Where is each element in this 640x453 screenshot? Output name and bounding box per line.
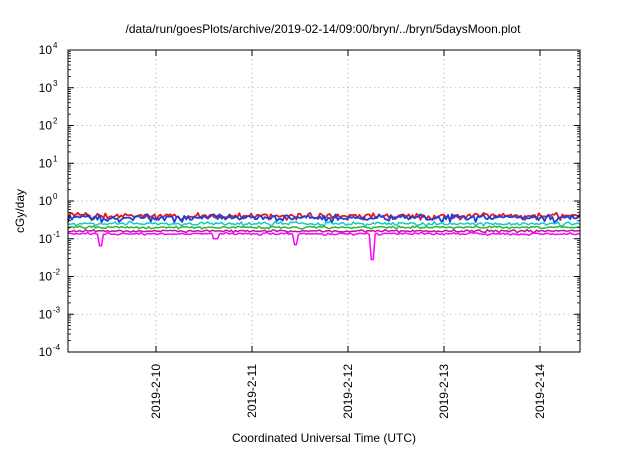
series-line-6 <box>67 231 581 261</box>
y-tick-label: 10 -1 <box>39 230 61 246</box>
y-tick-exponent: 2 <box>53 117 58 126</box>
y-tick-base: 10 <box>39 43 53 57</box>
x-axis-ticks: 2019-2-10 2019-2-11 2019-2-12 2019-2-13 2019… <box>149 50 547 419</box>
x-tick-label: 2019-2-11 <box>245 364 259 418</box>
x-tick-label: 2019-2-13 <box>437 364 451 419</box>
y-tick-base: 10 <box>39 270 53 284</box>
y-tick-base: 10 <box>39 345 53 359</box>
y-tick-exponent: -1 <box>53 230 61 239</box>
y-axis-label: cGy/day <box>13 189 27 233</box>
y-tick-exponent: 4 <box>53 41 58 50</box>
y-tick-base: 10 <box>39 307 53 321</box>
y-tick-base: 10 <box>39 194 53 208</box>
y-tick-label: 10 0 <box>39 192 58 208</box>
chart-title: /data/run/goesPlots/archive/2019-02-14/0… <box>126 22 522 36</box>
series-line-4 <box>67 225 580 230</box>
x-tick-label: 2019-2-12 <box>341 364 355 419</box>
series-line-5 <box>67 228 581 234</box>
y-tick-label: 10 -3 <box>39 305 61 321</box>
y-tick-base: 10 <box>39 81 53 95</box>
y-tick-exponent: -3 <box>53 305 61 314</box>
y-tick-label: 10 1 <box>39 154 58 170</box>
grid <box>68 50 580 352</box>
y-tick-label: 10 -2 <box>39 268 61 284</box>
x-tick-label: 2019-2-10 <box>149 364 163 419</box>
y-tick-exponent: -2 <box>53 268 61 277</box>
x-tick-label: 2019-2-14 <box>533 364 547 419</box>
series-line-2 <box>67 213 581 224</box>
y-tick-exponent: 3 <box>53 79 58 88</box>
y-tick-label: 10 4 <box>39 41 58 57</box>
y-tick-label: 10 2 <box>39 117 58 133</box>
y-tick-label: 10 3 <box>39 79 58 95</box>
y-tick-exponent: 0 <box>53 192 58 201</box>
y-tick-label: 10 -4 <box>39 343 61 359</box>
y-tick-base: 10 <box>39 232 53 246</box>
y-tick-exponent: -4 <box>53 343 61 352</box>
y-tick-exponent: 1 <box>53 154 58 163</box>
x-axis-label: Coordinated Universal Time (UTC) <box>232 431 416 445</box>
y-tick-base: 10 <box>39 156 53 170</box>
y-tick-base: 10 <box>39 119 53 133</box>
series-layer <box>67 211 581 261</box>
